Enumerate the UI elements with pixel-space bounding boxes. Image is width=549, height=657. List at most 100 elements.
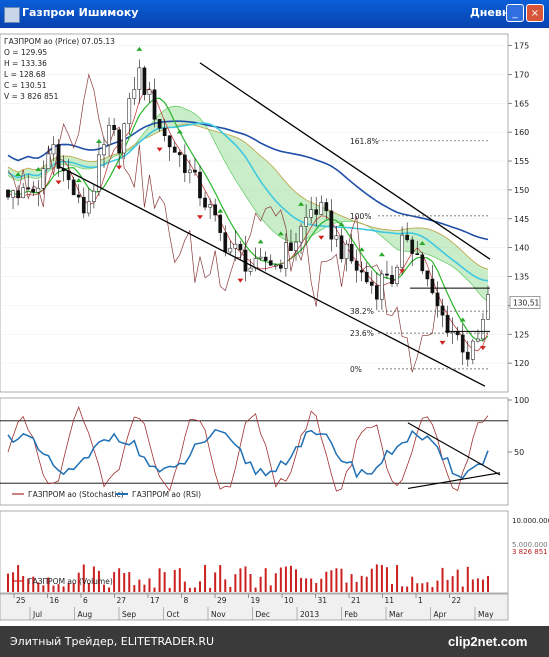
volume-bar: [401, 586, 404, 592]
candle-body: [223, 232, 228, 253]
candle-body: [460, 334, 465, 353]
candle-body: [349, 243, 354, 262]
volume-bar: [209, 587, 212, 592]
oscillator-legend: ГАЗПРОМ ао (Stochastic) ГАЗПРОМ ао (RSI): [12, 490, 201, 499]
volume-bar: [269, 585, 272, 592]
volume-bar: [391, 583, 393, 592]
volume-bar: [466, 566, 469, 592]
fib-level-label: 0%: [350, 365, 362, 374]
buy-arrow-icon: [338, 222, 345, 227]
ichimoku-cloud: [7, 105, 489, 302]
volume-bar: [471, 579, 474, 592]
senkou-span-a: [7, 105, 489, 302]
candle-body: [228, 247, 233, 253]
volume-bar: [214, 572, 217, 592]
volume-bar: [52, 585, 55, 592]
ohlc-low: L = 128.68: [4, 70, 46, 79]
candle-body: [41, 168, 46, 189]
candle-body: [233, 243, 238, 249]
volume-bar: [325, 571, 328, 592]
chart-app-icon[interactable]: [4, 7, 20, 23]
signal-arrows: [15, 46, 486, 351]
candle-body: [86, 201, 91, 214]
fib-level-label: 100%: [350, 212, 371, 221]
buy-arrow-icon: [75, 178, 82, 183]
volume-bar: [385, 567, 388, 592]
volume-bar: [416, 583, 419, 592]
candle-body: [182, 154, 187, 173]
candle-body: [117, 129, 122, 154]
volume-bar: [57, 584, 60, 592]
ohlc-volume: V = 3 826 851: [4, 92, 59, 101]
candle-body: [284, 242, 288, 269]
candle-body: [465, 351, 470, 360]
sma-slow-line: [7, 120, 489, 241]
volume-legend-label: ГАЗПРОМ ао (Volume): [28, 577, 113, 586]
candle-body: [364, 271, 369, 283]
candle-body: [273, 264, 278, 267]
volume-bar: [224, 579, 227, 592]
candle-body: [71, 179, 76, 196]
candle-body: [435, 292, 440, 307]
month-label: Oct: [167, 610, 180, 619]
volume-bar: [153, 587, 156, 592]
volume-bar: [12, 572, 15, 592]
candle-body: [6, 189, 10, 198]
close-button[interactable]: ×: [526, 4, 544, 22]
volume-bar: [330, 570, 333, 592]
minimize-button[interactable]: _: [506, 4, 524, 22]
volume-tick-max: 10.000.000: [512, 517, 549, 525]
volume-bar: [158, 568, 161, 592]
candle-body: [445, 314, 450, 333]
volume-bar: [143, 584, 146, 592]
volume-bar: [204, 564, 207, 592]
volume-bar: [118, 568, 121, 592]
volume-axis: 10.000.000 5.000.000 3 826 851: [512, 517, 549, 556]
volume-bar: [315, 582, 318, 592]
candle-body: [334, 235, 339, 240]
sell-arrow-icon: [439, 340, 446, 345]
volume-bar: [87, 582, 90, 592]
channel-upper-line: [199, 62, 491, 260]
candle-body: [405, 234, 410, 241]
fib-level-label: 23.6%: [350, 329, 374, 338]
price-tick-label: 160: [514, 128, 529, 137]
buy-arrow-icon: [15, 172, 22, 177]
kijun-line: [7, 97, 489, 342]
month-label: Apr: [434, 610, 448, 619]
price-tick-label: 145: [514, 215, 529, 224]
candle-body: [172, 146, 177, 153]
volume-bar: [183, 581, 186, 592]
rsi-support-line: [407, 472, 501, 489]
last-price-label: 130,51: [513, 298, 539, 307]
price-tick-label: 140: [514, 244, 529, 253]
volume-bar: [350, 574, 353, 592]
volume-bar: [451, 576, 454, 592]
volume-bar: [345, 582, 348, 592]
sell-arrow-icon: [399, 269, 406, 274]
price-tick-label: 175: [514, 42, 529, 51]
candle-body: [31, 188, 36, 193]
volume-bar: [42, 585, 45, 592]
buy-arrow-icon: [95, 139, 102, 144]
volume-tick-mid: 5.000.000: [512, 541, 548, 549]
volume-bar: [370, 568, 373, 592]
volume-bar: [289, 565, 292, 592]
candle-body: [16, 190, 20, 199]
volume-bar: [295, 569, 297, 592]
month-label: Sep: [122, 610, 136, 619]
volume-bar: [406, 586, 409, 592]
candle-body: [102, 144, 106, 156]
volume-bar: [436, 580, 439, 592]
candle-body: [238, 243, 243, 251]
volume-bar: [340, 568, 343, 592]
buy-arrow-icon: [459, 317, 466, 322]
volume-bar: [274, 573, 277, 592]
candle-body: [369, 281, 374, 286]
candle-body: [329, 210, 334, 240]
day-label: 10: [284, 596, 294, 605]
candle-body: [46, 153, 51, 169]
volume-legend: ГАЗПРОМ ао (Volume): [12, 577, 113, 586]
senkou-span-b: [7, 123, 489, 270]
